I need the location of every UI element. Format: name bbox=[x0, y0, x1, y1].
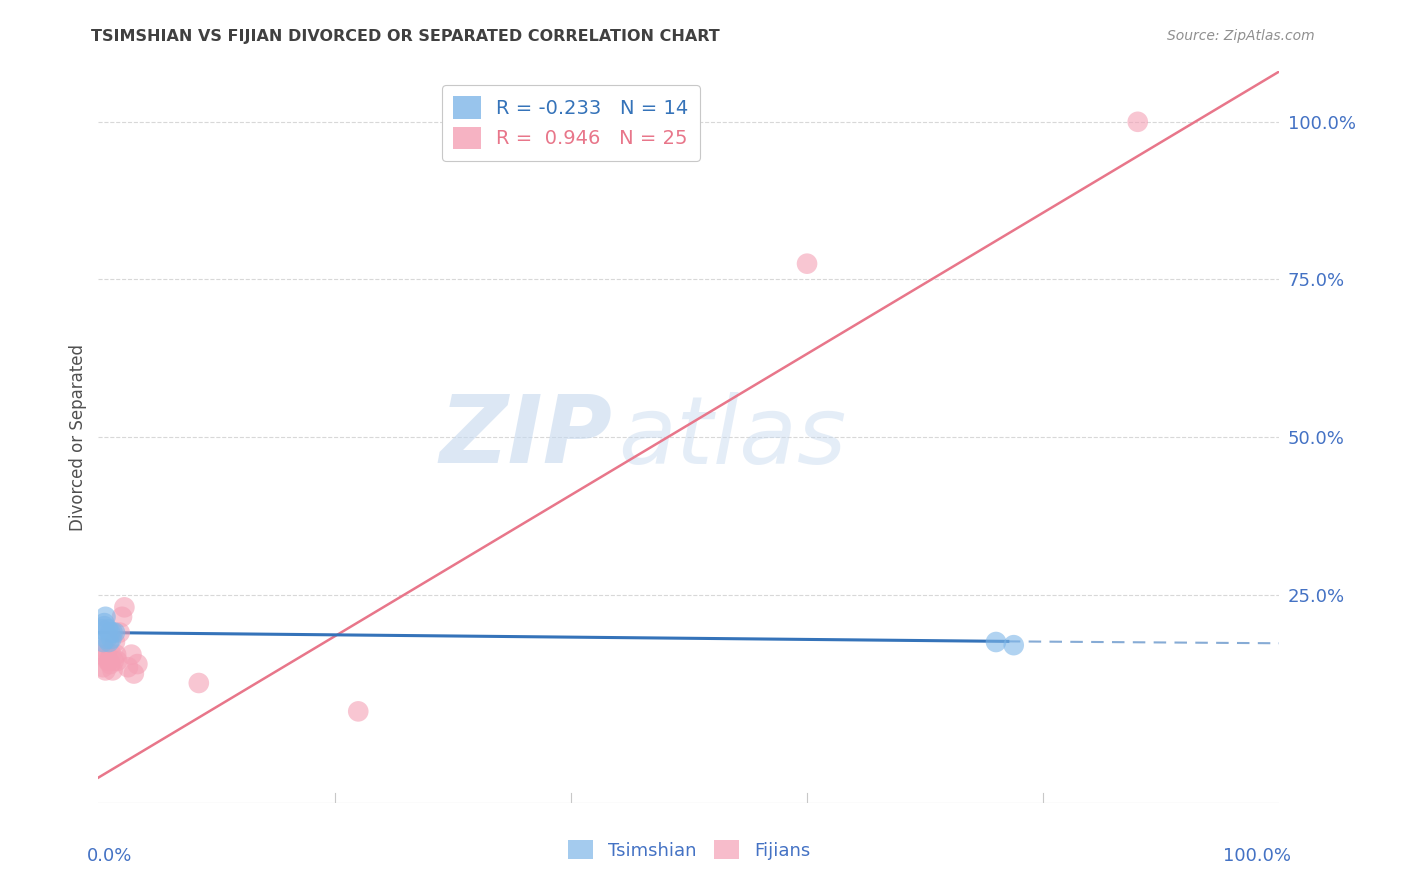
Point bbox=[104, 635, 127, 649]
Point bbox=[97, 623, 120, 637]
Text: ZIP: ZIP bbox=[439, 391, 612, 483]
Text: atlas: atlas bbox=[619, 392, 846, 483]
Point bbox=[108, 625, 131, 640]
Point bbox=[121, 648, 143, 662]
Point bbox=[105, 654, 128, 668]
Point bbox=[122, 666, 145, 681]
Point bbox=[984, 635, 1007, 649]
Point bbox=[347, 705, 370, 719]
Point bbox=[100, 632, 122, 646]
Point bbox=[93, 616, 115, 631]
Point bbox=[91, 635, 114, 649]
Point bbox=[796, 257, 818, 271]
Point bbox=[93, 641, 115, 656]
Point bbox=[105, 648, 128, 662]
Point bbox=[104, 625, 127, 640]
Point bbox=[127, 657, 149, 671]
Point bbox=[98, 635, 121, 649]
Point bbox=[103, 654, 125, 668]
Point bbox=[1126, 115, 1149, 129]
Text: 0.0%: 0.0% bbox=[87, 847, 132, 864]
Point bbox=[94, 664, 117, 678]
Point bbox=[111, 609, 134, 624]
Text: Source: ZipAtlas.com: Source: ZipAtlas.com bbox=[1167, 29, 1315, 43]
Text: 100.0%: 100.0% bbox=[1223, 847, 1291, 864]
Point bbox=[96, 632, 118, 646]
Legend: Tsimshian, Fijians: Tsimshian, Fijians bbox=[561, 833, 817, 867]
Point bbox=[112, 600, 135, 615]
Point bbox=[93, 619, 115, 633]
Point bbox=[1002, 638, 1025, 652]
Point bbox=[100, 648, 122, 662]
Point bbox=[96, 648, 118, 662]
Point bbox=[101, 625, 124, 640]
Y-axis label: Divorced or Separated: Divorced or Separated bbox=[69, 343, 87, 531]
Point bbox=[187, 676, 209, 690]
Point bbox=[101, 664, 124, 678]
Point bbox=[97, 654, 120, 668]
Point bbox=[91, 648, 114, 662]
Point bbox=[91, 623, 114, 637]
Point bbox=[98, 625, 121, 640]
Text: TSIMSHIAN VS FIJIAN DIVORCED OR SEPARATED CORRELATION CHART: TSIMSHIAN VS FIJIAN DIVORCED OR SEPARATE… bbox=[91, 29, 720, 44]
Point bbox=[117, 660, 139, 674]
Point bbox=[98, 654, 121, 668]
Point bbox=[98, 657, 121, 671]
Point bbox=[91, 660, 114, 674]
Point bbox=[94, 609, 117, 624]
